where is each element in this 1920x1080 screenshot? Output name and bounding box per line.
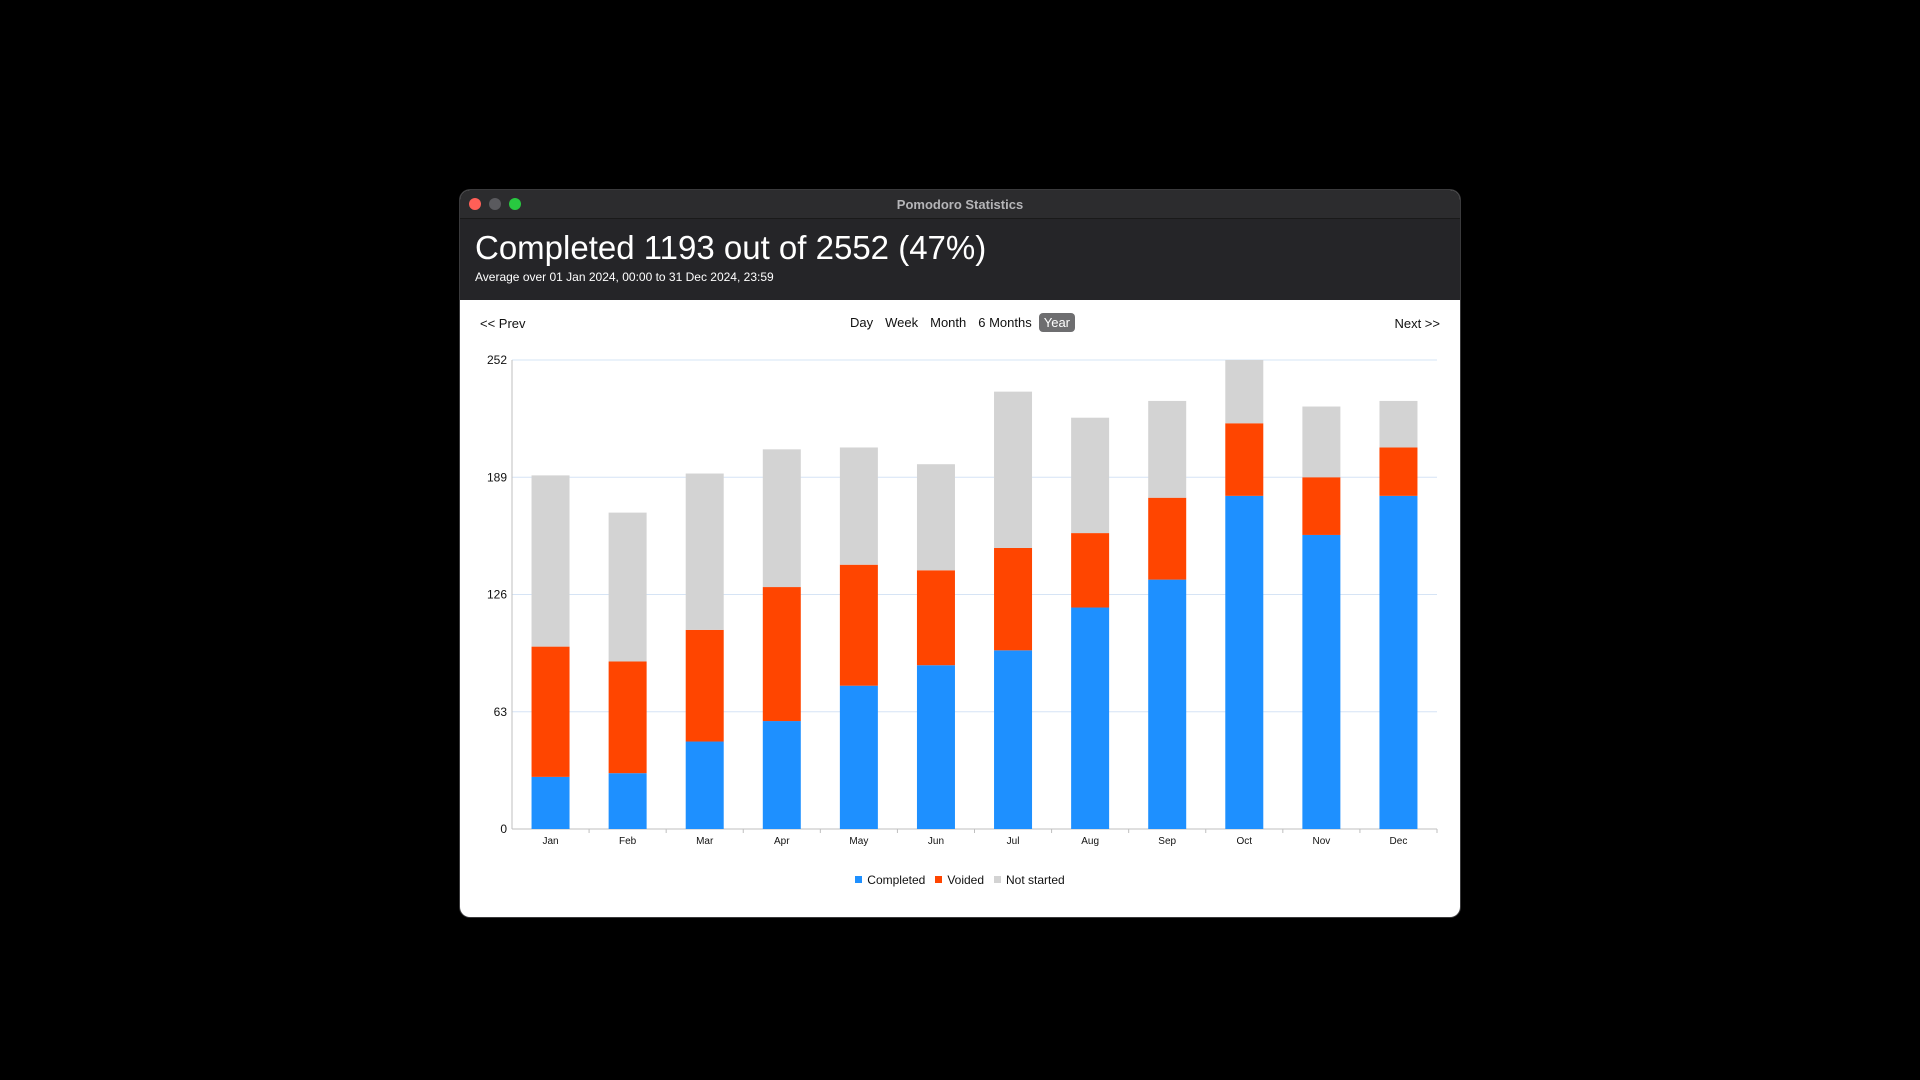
range-year-button[interactable]: Year — [1038, 313, 1076, 332]
x-tick-label: Feb — [619, 836, 637, 847]
chart-legend: Completed Voided Not started — [460, 873, 1460, 887]
legend-label-completed: Completed — [867, 873, 926, 887]
bar-voided — [1225, 423, 1264, 496]
x-tick-label: Jan — [542, 836, 558, 847]
bar-not-started — [1071, 417, 1110, 534]
date-range-summary: Average over 01 Jan 2024, 00:00 to 31 De… — [475, 270, 774, 284]
bar-voided — [608, 661, 647, 774]
legend-item-completed: Completed — [855, 873, 925, 887]
x-tick-label: Aug — [1081, 836, 1099, 847]
bar-voided — [1379, 447, 1418, 496]
bar-voided — [994, 547, 1033, 651]
bar-completed — [1225, 495, 1264, 829]
bar-not-started — [762, 449, 801, 588]
bar-voided — [762, 587, 801, 722]
bar-voided — [916, 570, 955, 666]
window-title: Pomodoro Statistics — [896, 197, 1024, 212]
range-day-button[interactable]: Day — [849, 315, 874, 330]
bar-not-started — [1302, 406, 1341, 478]
bar-not-started — [994, 391, 1033, 548]
x-tick-label: Dec — [1390, 836, 1408, 847]
range-week-button[interactable]: Week — [885, 315, 919, 330]
summary-header: Completed 1193 out of 2552 (47%) Average… — [460, 219, 1460, 300]
legend-item-voided: Voided — [935, 873, 984, 887]
legend-swatch-voided — [935, 876, 943, 883]
bar-completed — [685, 741, 724, 829]
x-tick-label: May — [849, 836, 868, 847]
bar-voided — [1071, 533, 1110, 608]
x-tick-label: Nov — [1312, 836, 1330, 847]
x-tick-label: Jul — [1007, 836, 1020, 847]
bar-not-started — [1379, 400, 1418, 448]
bar-completed — [916, 665, 955, 829]
y-tick-label: 0 — [500, 822, 507, 836]
stacked-bar-chart: 0 63 126 189 252 Jan Feb Mar Apr May Jun Jul Aug Sep O… — [487, 353, 1438, 847]
bar-not-started — [839, 447, 878, 565]
legend-label-not-started: Not started — [1006, 873, 1065, 887]
bar-not-started — [608, 512, 647, 662]
bar-completed — [1148, 579, 1187, 829]
minimize-button[interactable] — [489, 198, 501, 210]
close-button[interactable] — [469, 198, 481, 210]
legend-swatch-completed — [855, 876, 863, 883]
y-tick-label: 252 — [487, 353, 507, 367]
completion-summary: Completed 1193 out of 2552 (47%) — [475, 229, 987, 266]
bar-completed — [531, 776, 570, 829]
bar-voided — [1148, 497, 1187, 580]
bar-voided — [1302, 477, 1341, 535]
range-month-button[interactable]: Month — [930, 315, 967, 330]
statistics-window: Pomodoro Statistics Completed 1193 out o… — [460, 190, 1460, 917]
bar-not-started — [916, 464, 955, 571]
x-tick-label: Oct — [1237, 836, 1253, 847]
prev-button[interactable]: << Prev — [480, 316, 526, 331]
bar-voided — [839, 564, 878, 686]
x-tick-label: Sep — [1158, 836, 1176, 847]
bar-not-started — [1148, 400, 1187, 498]
zoom-button[interactable] — [509, 198, 521, 210]
bar-completed — [1071, 607, 1110, 829]
bar-completed — [994, 650, 1033, 829]
bar-not-started — [685, 473, 724, 630]
bar-completed — [608, 773, 647, 829]
legend-swatch-not-started — [994, 876, 1002, 883]
y-tick-label: 189 — [487, 470, 507, 484]
title-bar[interactable]: Pomodoro Statistics — [460, 190, 1460, 219]
bar-completed — [1302, 534, 1341, 829]
bar-not-started — [531, 475, 570, 647]
y-tick-label: 63 — [494, 705, 508, 719]
bar-completed — [762, 721, 801, 829]
bar-completed — [1379, 495, 1418, 829]
legend-label-voided: Voided — [947, 873, 985, 887]
bar-completed — [839, 685, 878, 829]
x-tick-label: Mar — [696, 836, 714, 847]
range-6-months-button[interactable]: 6 Months — [978, 315, 1032, 330]
y-tick-label: 126 — [487, 588, 507, 602]
bar-voided — [531, 646, 570, 777]
x-tick-label: Jun — [928, 836, 944, 847]
x-tick-label: Apr — [774, 836, 790, 847]
bar-voided — [685, 629, 724, 742]
bar-not-started — [1225, 360, 1264, 424]
legend-item-not-started: Not started — [994, 873, 1065, 887]
range-selector: Day Week Month 6 Months Year — [460, 313, 1460, 332]
next-button[interactable]: Next >> — [1394, 316, 1440, 331]
